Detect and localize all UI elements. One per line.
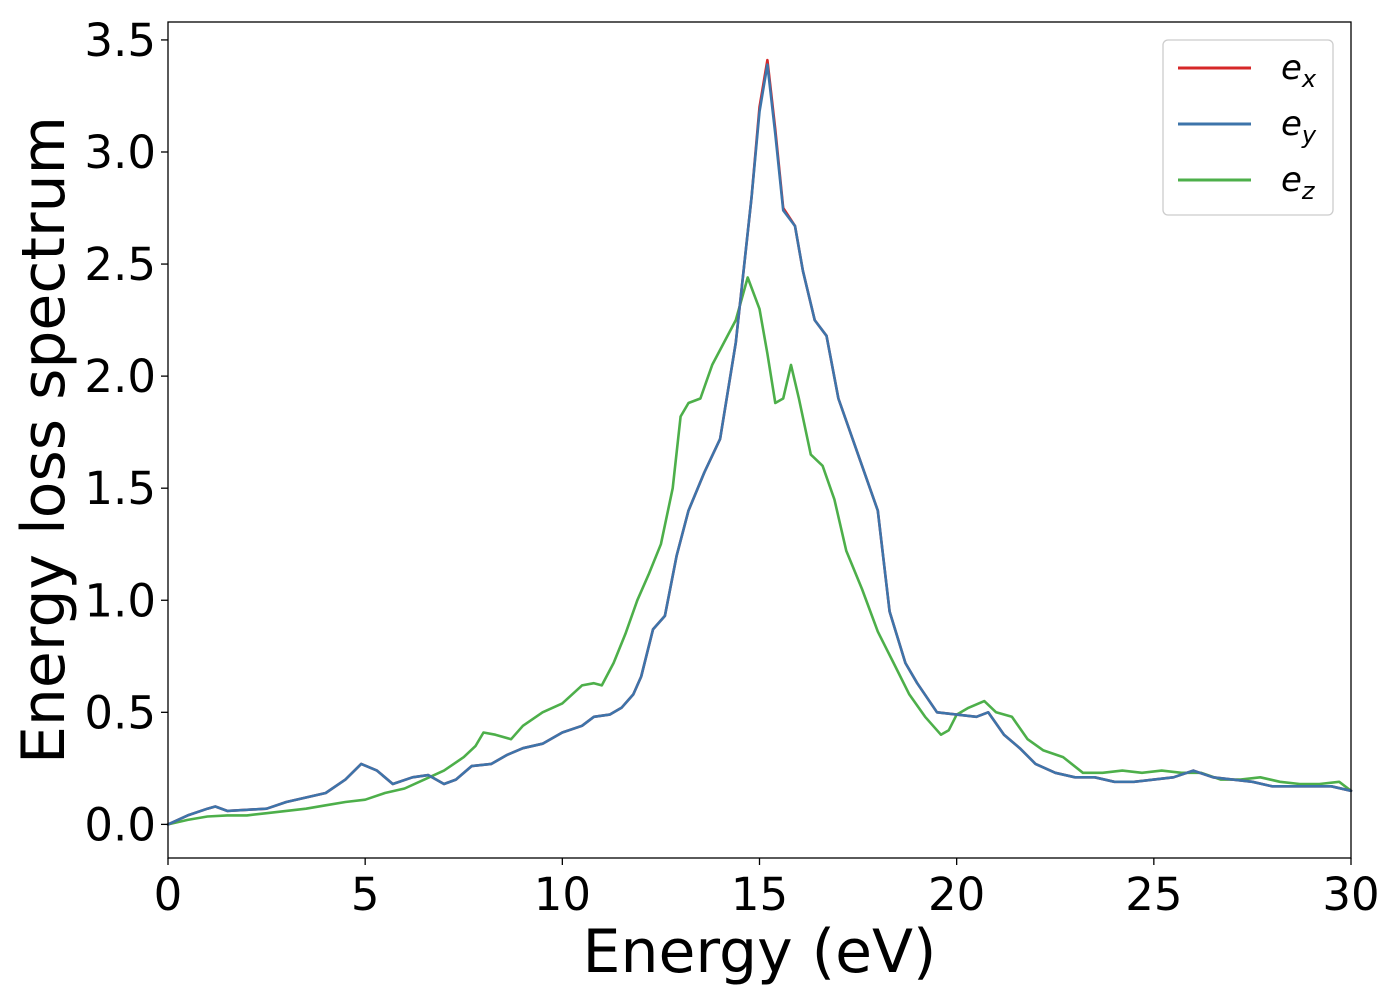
y-tick-label: 2.5 xyxy=(84,238,156,291)
y-axis-title: Energy loss spectrum xyxy=(9,116,79,764)
x-tick-label: 30 xyxy=(1322,868,1379,921)
x-tick-label: 20 xyxy=(928,868,985,921)
y-tick-label: 0.5 xyxy=(84,686,156,739)
y-tick-label: 3.5 xyxy=(84,14,156,67)
x-tick-label: 5 xyxy=(351,868,380,921)
x-axis: 0 5 10 15 20 25 30 xyxy=(154,858,1380,921)
x-tick-label: 15 xyxy=(731,868,788,921)
x-tick-label: 25 xyxy=(1125,868,1182,921)
series-line-e-z xyxy=(166,276,1353,826)
y-tick-label: 0.0 xyxy=(84,798,156,851)
x-tick-label: 10 xyxy=(534,868,591,921)
y-axis: 0.0 0.5 1.0 1.5 2.0 2.5 3.0 3.5 xyxy=(84,14,168,851)
x-tick-label: 0 xyxy=(154,868,183,921)
y-tick-label: 2.0 xyxy=(84,350,156,403)
x-axis-title: Energy (eV) xyxy=(583,917,937,987)
y-tick-label: 1.0 xyxy=(84,574,156,627)
series-line-e-y xyxy=(166,63,1353,826)
plot-lines xyxy=(166,58,1353,826)
legend-box xyxy=(1162,39,1334,216)
y-tick-label: 1.5 xyxy=(84,462,156,515)
y-tick-label: 3.0 xyxy=(84,126,156,179)
